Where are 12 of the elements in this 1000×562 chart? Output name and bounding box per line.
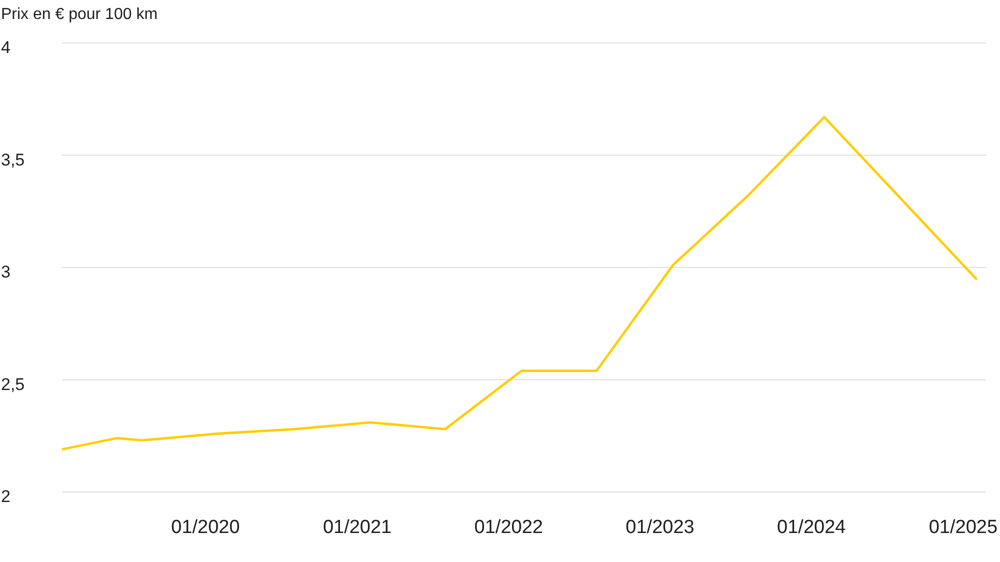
x-tick-label: 01/2024 [777, 517, 846, 538]
y-axis-title: Prix en € pour 100 km [1, 5, 158, 25]
y-tick-label: 3,5 [1, 150, 25, 170]
x-tick-label: 01/2025 [928, 517, 998, 538]
x-tick-label: 01/2021 [322, 517, 392, 538]
x-tick-label: 01/2020 [171, 517, 240, 538]
y-tick-label: 4 [1, 38, 10, 57]
x-tick-label: 01/2022 [474, 517, 543, 538]
y-tick-label: 2,5 [1, 374, 25, 394]
y-tick-label: 3 [1, 262, 10, 282]
y-tick-label: 2 [1, 487, 10, 506]
x-tick-label: 01/2023 [626, 517, 694, 538]
